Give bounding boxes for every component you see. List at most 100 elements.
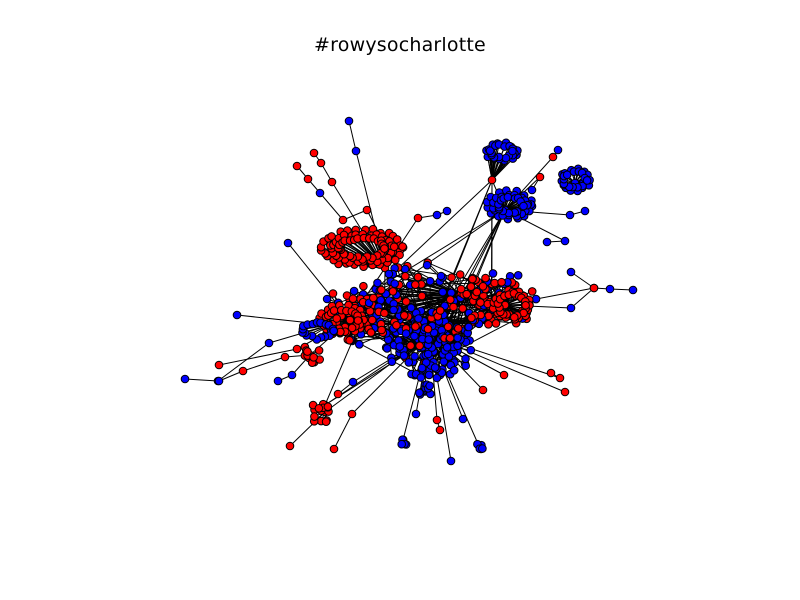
graph-node-red [321, 417, 331, 427]
graph-node-red [560, 387, 570, 397]
graph-node-red [327, 177, 337, 187]
graph-node-red [316, 158, 326, 168]
graph-node-red [292, 344, 302, 354]
graph-edge [218, 370, 244, 382]
graph-node-red [401, 297, 411, 306]
graph-node-red [323, 402, 333, 412]
graph-node-blue [425, 381, 435, 391]
graph-node-blue [397, 439, 407, 449]
graph-node-red [332, 314, 342, 323]
graph-node-red [362, 205, 372, 215]
graph-node-red [345, 336, 354, 345]
graph-node-red [555, 373, 565, 383]
graph-node-red [347, 409, 357, 419]
graph-node-blue [436, 271, 446, 281]
graph-node-blue [542, 237, 552, 247]
graph-node-blue [442, 206, 452, 216]
graph-node-red [292, 161, 302, 171]
graph-node-red [423, 324, 433, 334]
graph-node-blue [466, 345, 476, 355]
graph-edge [217, 342, 270, 382]
graph-node-red [478, 385, 488, 395]
graph-node-red [338, 215, 348, 225]
graph-node-blue [605, 284, 615, 294]
graph-node-red [415, 341, 424, 351]
graph-node-red [388, 287, 398, 296]
graph-node-blue [519, 201, 528, 211]
graph-node-blue [565, 210, 575, 220]
graph-node-blue [395, 342, 405, 351]
graph-node-blue [527, 185, 537, 195]
graph-node-blue [410, 331, 419, 341]
graph-edge [184, 378, 219, 382]
graph-node-red [435, 425, 445, 435]
graph-node-red [309, 353, 318, 362]
graph-node-red [380, 244, 389, 253]
graph-node-blue [351, 146, 361, 156]
graph-node-red [280, 352, 290, 362]
graph-node-red [411, 280, 420, 290]
graph-node-red [392, 321, 401, 330]
graph-node-blue [315, 188, 325, 198]
graph-node-blue [417, 363, 427, 373]
graph-node-red [490, 278, 499, 288]
graph-node-red [333, 389, 343, 399]
graph-node-red [484, 320, 493, 329]
graph-node-blue [444, 352, 454, 361]
graph-node-blue [384, 269, 394, 279]
graph-node-red [468, 274, 477, 284]
graph-node-blue [422, 260, 432, 270]
graph-node-blue [389, 305, 398, 315]
graph-edge [333, 413, 353, 450]
graph-edge [342, 209, 368, 221]
graph-node-blue [449, 366, 459, 375]
graph-node-red [527, 287, 537, 296]
graph-node-red [472, 287, 482, 297]
graph-node-red [345, 315, 355, 325]
graph-node-red [446, 295, 455, 305]
graph-edge [348, 120, 357, 152]
graph-node-blue [461, 354, 470, 364]
graph-node-red [589, 283, 599, 293]
graph-node-red [458, 304, 468, 313]
graph-node-blue [348, 377, 358, 387]
graph-node-red [238, 366, 248, 376]
graph-node-blue [453, 341, 462, 351]
graph-node-blue [562, 170, 572, 180]
graph-node-blue [415, 388, 424, 398]
figure-title: #rowysocharlotte [314, 34, 486, 56]
graph-node-red [455, 270, 465, 279]
graph-node-red [435, 306, 445, 315]
graph-edge [504, 304, 572, 309]
graph-node-blue [446, 288, 456, 298]
graph-edge [570, 271, 595, 289]
graph-node-red [367, 315, 377, 325]
graph-node-blue [373, 278, 382, 288]
graph-node-blue [424, 370, 434, 380]
graph-node-blue [382, 344, 392, 353]
graph-node-blue [390, 279, 400, 289]
graph-node-red [487, 175, 497, 185]
graph-node-blue [287, 370, 297, 380]
graph-node-blue [560, 236, 570, 246]
graph-node-red [314, 404, 324, 413]
graph-node-red [329, 306, 339, 315]
graph-node-blue [442, 343, 452, 352]
graph-node-red [309, 148, 319, 158]
graph-node-blue [344, 116, 354, 126]
graph-node-red [478, 282, 488, 291]
graph-node-red [521, 301, 530, 310]
graph-node-red [481, 273, 490, 283]
graph-edge [375, 209, 506, 290]
graph-node-red [347, 323, 357, 333]
graph-node-blue [508, 146, 517, 156]
graph-node-red [413, 213, 423, 223]
graph-node-red [348, 294, 358, 304]
graph-node-blue [411, 409, 421, 419]
graph-node-blue [553, 145, 563, 155]
graph-node-blue [446, 456, 456, 466]
graph-edge [504, 287, 595, 306]
graph-node-red [285, 441, 295, 451]
graph-edge [491, 146, 506, 181]
graph-node-red [366, 328, 376, 337]
